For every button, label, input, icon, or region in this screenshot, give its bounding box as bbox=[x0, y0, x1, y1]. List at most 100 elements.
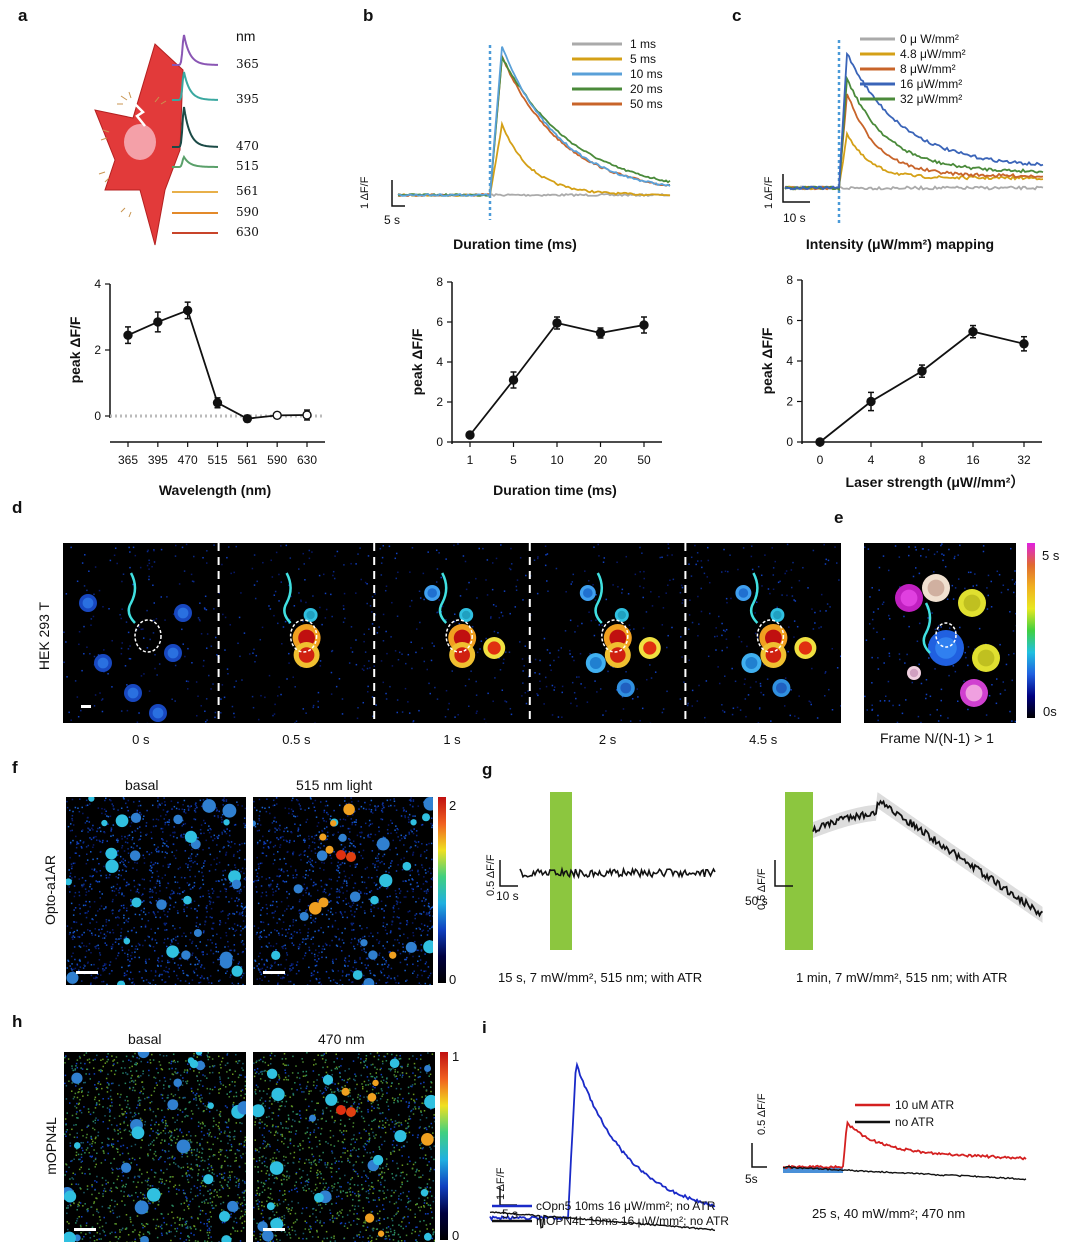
cell-blob bbox=[223, 819, 230, 826]
cell-blob bbox=[368, 950, 378, 960]
cell-blob bbox=[293, 884, 303, 894]
data-point bbox=[212, 398, 223, 408]
cell-blob bbox=[319, 833, 327, 841]
x-tick-label: 365 bbox=[118, 453, 138, 467]
x-tick-label: 395 bbox=[148, 453, 168, 467]
data-point bbox=[465, 430, 475, 440]
x-tick-label: 10 bbox=[550, 453, 564, 467]
cell-blob bbox=[166, 945, 179, 958]
data-point bbox=[552, 318, 562, 328]
y-tick-label: 8 bbox=[786, 273, 793, 287]
y-tick-label: 4 bbox=[436, 355, 443, 369]
cell-blob bbox=[219, 951, 233, 965]
cell-blob bbox=[73, 1142, 81, 1149]
scale-bar bbox=[74, 1228, 96, 1231]
cell-blob bbox=[322, 1074, 334, 1085]
cell-blob bbox=[410, 819, 417, 826]
cell-blob bbox=[181, 950, 191, 960]
data-point bbox=[968, 326, 978, 337]
scale-y-label: 1 ΔF/F bbox=[495, 1167, 507, 1200]
cell-blob bbox=[422, 813, 431, 822]
cell-blob bbox=[423, 1232, 432, 1241]
response-trace bbox=[519, 866, 716, 880]
cell-blob bbox=[421, 1133, 434, 1146]
trace-b-title: Duration time (ms) bbox=[453, 236, 577, 252]
y-tick-label: 0 bbox=[786, 435, 793, 449]
pipette bbox=[749, 572, 759, 624]
no-atr-trace bbox=[782, 1165, 1027, 1181]
y-axis-label: peak ΔF/F bbox=[67, 316, 83, 383]
response-trace bbox=[812, 799, 1044, 918]
cell-blob bbox=[341, 1087, 350, 1096]
cell-blob bbox=[253, 1104, 265, 1118]
panel-g-left-caption: 15 s, 7 mW/mm², 515 nm; with ATR bbox=[498, 970, 703, 985]
x-tick-label: 1 bbox=[467, 453, 474, 467]
data-point bbox=[639, 320, 649, 330]
cell-blob bbox=[253, 820, 257, 827]
y-tick-label: 2 bbox=[786, 395, 793, 409]
chart-b: 0 2 4 6 8 1 5 10 20 50 peak ΔF/F bbox=[409, 275, 662, 467]
panel-d-image-strip bbox=[63, 543, 841, 723]
chart-c: 0 2 4 6 8 0 4 8 16 32 peak ΔF/F bbox=[759, 273, 1042, 467]
spectrum-470 bbox=[172, 106, 219, 148]
legend-label: 50 ms bbox=[630, 97, 663, 111]
legend-label: 1 ms bbox=[630, 37, 656, 51]
spectrum-515 bbox=[172, 154, 219, 168]
cell-outline bbox=[756, 619, 785, 653]
cell-blob bbox=[134, 1200, 149, 1215]
legend-label: 16 μW/mm² bbox=[900, 77, 962, 91]
panel-d-row-label: HEK 293 T bbox=[36, 601, 52, 671]
cell-blob bbox=[367, 1092, 377, 1102]
cell-blob bbox=[123, 937, 131, 945]
panel-f-row-label: Opto-a1AR bbox=[42, 854, 58, 926]
x-tick-label: 4 bbox=[868, 453, 875, 467]
scale-x-label: 5 s bbox=[502, 1207, 518, 1221]
cell-blob bbox=[420, 1188, 429, 1197]
wavelength-label-590: 590 bbox=[236, 205, 259, 219]
panel-f-image-light bbox=[253, 797, 433, 985]
cell-blob bbox=[270, 1217, 284, 1231]
cell-outline bbox=[601, 619, 629, 653]
legend-label: no ATR bbox=[895, 1115, 934, 1129]
cell-blob bbox=[343, 803, 355, 816]
data-point bbox=[595, 328, 606, 338]
panel-h-image-basal bbox=[64, 1052, 246, 1242]
cell-blob bbox=[195, 1052, 203, 1056]
atr-trace bbox=[782, 1120, 1027, 1170]
trace-3 bbox=[784, 51, 1044, 191]
data-point bbox=[508, 375, 519, 385]
scale-bar bbox=[391, 180, 405, 207]
series-line bbox=[819, 330, 1025, 443]
y-tick-label: 4 bbox=[786, 354, 793, 368]
pipette bbox=[438, 572, 448, 624]
panel-b-label: b bbox=[363, 6, 374, 25]
cell-blob bbox=[349, 891, 361, 903]
cell-blob bbox=[237, 1101, 246, 1115]
y-tick-label: 2 bbox=[94, 343, 101, 357]
cell-blob bbox=[372, 1154, 384, 1166]
x-tick-label: 561 bbox=[237, 453, 257, 467]
chart-a: 0 2 4 365 395 470 515 561 590 630 peak ΔF/F bbox=[67, 277, 325, 467]
cell-blob bbox=[219, 1210, 230, 1222]
cell-blob bbox=[271, 950, 281, 960]
x-tick-label: 5 bbox=[510, 453, 517, 467]
chart-a-xlabel: Wavelength (nm) bbox=[158, 482, 272, 498]
panel-h-label: h bbox=[12, 1012, 23, 1031]
cell-blob bbox=[325, 845, 334, 854]
cell-blob bbox=[193, 928, 202, 937]
panel-f-colorbar bbox=[438, 797, 446, 983]
cell-blob bbox=[402, 861, 412, 871]
y-tick-label: 6 bbox=[786, 314, 793, 328]
time-label: 4.5 s bbox=[749, 732, 778, 747]
wavelength-label-470: 470 bbox=[236, 139, 259, 153]
pipette bbox=[127, 572, 137, 624]
cell-blob bbox=[266, 1068, 278, 1079]
data-point bbox=[917, 366, 927, 376]
cell-blob bbox=[336, 1105, 346, 1115]
scale-bar bbox=[263, 1228, 285, 1231]
y-tick-label: 6 bbox=[436, 315, 443, 329]
pipette bbox=[594, 572, 604, 624]
x-tick-label: 8 bbox=[919, 453, 926, 467]
cell-blob bbox=[231, 879, 242, 890]
time-label: 2 s bbox=[598, 732, 617, 747]
